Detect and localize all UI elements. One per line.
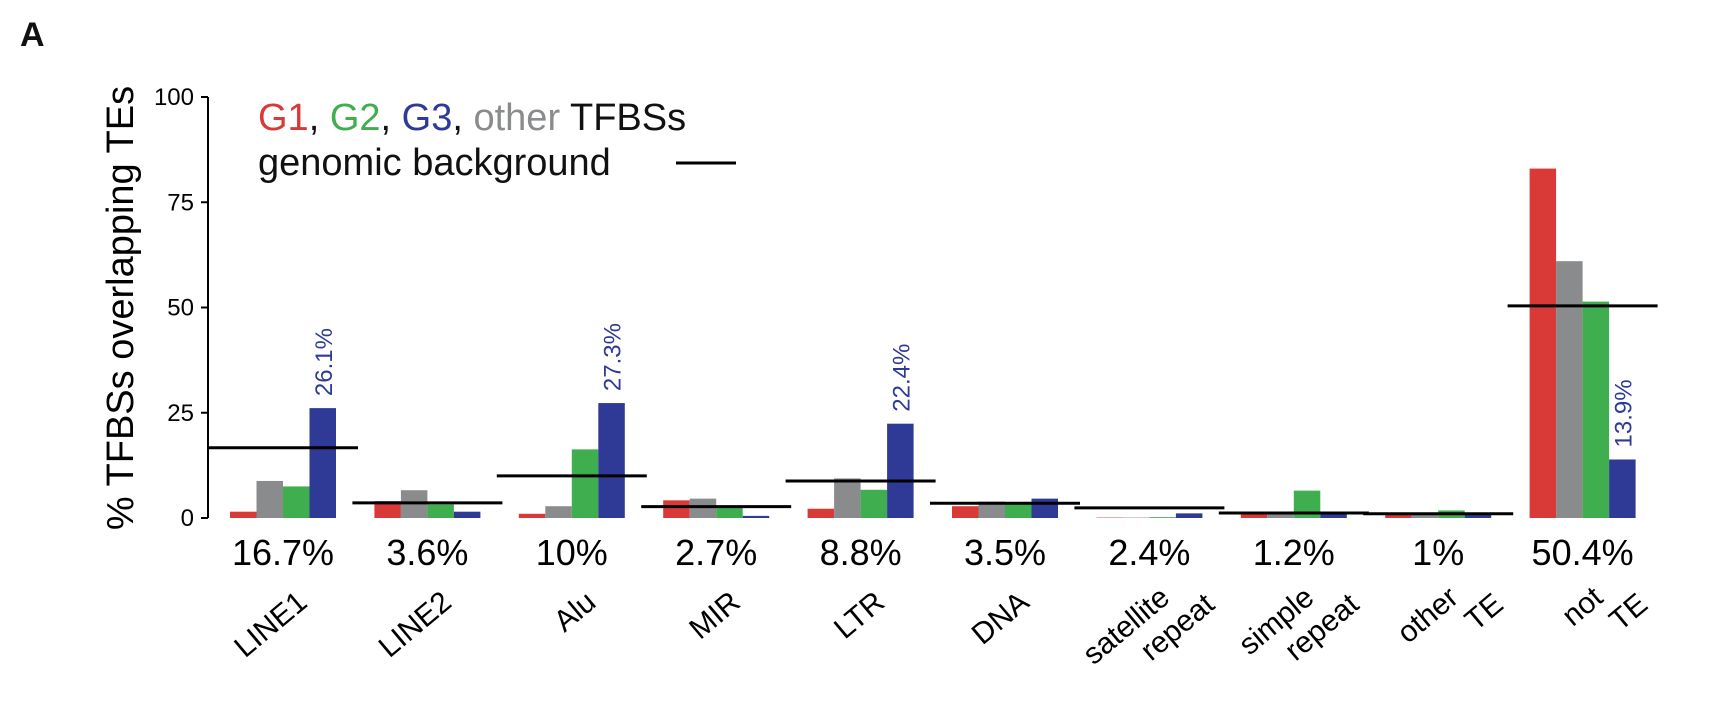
background-percent-label: 3.6% bbox=[386, 532, 468, 573]
category-label: notTE bbox=[1556, 561, 1654, 658]
category-label-line: LTR bbox=[828, 585, 891, 645]
bar-other bbox=[689, 498, 717, 518]
category-label-line: MIR bbox=[683, 585, 746, 646]
bar-g3 bbox=[309, 408, 336, 518]
bar-other bbox=[834, 478, 861, 518]
bar-other bbox=[1267, 512, 1294, 518]
bar-g3 bbox=[453, 511, 481, 518]
category-label: satelliterepeat bbox=[1077, 561, 1221, 697]
category-label-line: other bbox=[1391, 581, 1465, 650]
y-axis: 0 25 50 75 100 bbox=[154, 84, 209, 532]
bar-g3 bbox=[1320, 512, 1347, 518]
category-label: MIR bbox=[683, 585, 746, 646]
background-percent-label: 1% bbox=[1412, 532, 1464, 573]
y-tick-label: 100 bbox=[154, 84, 194, 111]
category-label-line: DNA bbox=[966, 585, 1036, 651]
bar-g3 bbox=[887, 423, 914, 518]
bar-g3 bbox=[1464, 513, 1492, 518]
legend-entry: , bbox=[381, 97, 402, 139]
category-label-line: LINE1 bbox=[228, 585, 313, 664]
y-tick-label: 75 bbox=[167, 189, 194, 216]
background-percent-label: 10% bbox=[536, 532, 608, 573]
category-label: LINE2 bbox=[373, 585, 458, 664]
category-label: LTR bbox=[828, 585, 891, 645]
background-labels: 16.7% 3.6% 10% 2.7% 8.8% 3.5% 2.4% 1.2% 1% 50.4% bbox=[232, 532, 1634, 573]
bar-g2 bbox=[571, 449, 599, 518]
bar-g1 bbox=[1529, 168, 1557, 518]
legend-entry: other bbox=[473, 97, 560, 139]
legend-series-line: G1, G2, G3, other TFBSs bbox=[258, 97, 686, 139]
category-label: DNA bbox=[966, 585, 1036, 651]
bar-g1 bbox=[1385, 514, 1412, 518]
bar-g2 bbox=[283, 486, 310, 518]
bar-other bbox=[1411, 513, 1439, 518]
legend-entry: G1 bbox=[258, 97, 309, 139]
category-label: Alu bbox=[548, 585, 602, 638]
bar-g2 bbox=[860, 489, 888, 518]
bar-annotation: 26.1% bbox=[311, 328, 338, 396]
y-tick-label: 0 bbox=[181, 505, 194, 532]
bar-g3 bbox=[742, 515, 770, 518]
bar-g1 bbox=[230, 511, 257, 518]
bar-g2 bbox=[1005, 504, 1032, 518]
bar-g3 bbox=[1175, 513, 1203, 518]
background-percent-label: 16.7% bbox=[232, 532, 334, 573]
background-percent-label: 2.4% bbox=[1108, 532, 1190, 573]
bar-other bbox=[1556, 261, 1583, 518]
panel-label: A bbox=[20, 16, 45, 54]
y-tick-label: 25 bbox=[167, 400, 194, 427]
category-label: simplerepeat bbox=[1233, 561, 1366, 688]
bars bbox=[230, 168, 1636, 518]
category-label: LINE1 bbox=[228, 585, 313, 664]
legend-entry: , bbox=[452, 97, 473, 139]
background-percent-label: 3.5% bbox=[964, 532, 1046, 573]
bar-annotation: 27.3% bbox=[600, 323, 627, 391]
category-labels: LINE1 LINE2 Alu MIR LTR DNA satelliterepeat sim… bbox=[228, 561, 1654, 697]
background-percent-label: 1.2% bbox=[1253, 532, 1335, 573]
category-label-line: TE bbox=[1459, 587, 1510, 637]
legend-background-label: genomic background bbox=[258, 142, 611, 184]
bar-g1 bbox=[374, 501, 401, 518]
bar-g2 bbox=[427, 504, 454, 518]
bar-g3 bbox=[1609, 459, 1636, 518]
bar-annotation: 22.4% bbox=[888, 344, 915, 412]
bar-g1 bbox=[807, 508, 835, 518]
y-axis-label: % TFBSs overlapping TEs bbox=[100, 86, 142, 530]
bar-annotation: 13.9% bbox=[1610, 379, 1637, 447]
bar-g1 bbox=[952, 506, 979, 518]
bar-g3 bbox=[1031, 498, 1058, 518]
bar-g1 bbox=[518, 513, 546, 518]
bar-g2 bbox=[716, 507, 743, 518]
bar-g2 bbox=[1149, 517, 1176, 518]
category-label-line: not bbox=[1556, 580, 1610, 633]
bar-g1 bbox=[663, 500, 690, 518]
category-label: otherTE bbox=[1391, 561, 1509, 676]
bar-g1 bbox=[1240, 513, 1268, 518]
bar-g2 bbox=[1582, 301, 1610, 518]
category-label-line: TE bbox=[1603, 587, 1654, 637]
background-lines bbox=[208, 304, 1658, 516]
legend-entry: , bbox=[309, 97, 330, 139]
background-percent-label: 8.8% bbox=[820, 532, 902, 573]
category-label-line: LINE2 bbox=[373, 585, 458, 664]
bar-other bbox=[545, 506, 572, 518]
bar-other bbox=[978, 501, 1005, 518]
legend-entry: G3 bbox=[402, 97, 453, 139]
legend-entry: TFBSs bbox=[560, 97, 686, 139]
background-percent-label: 2.7% bbox=[675, 532, 757, 573]
bar-annotations: 26.1% 27.3% 22.4% 13.9% bbox=[311, 323, 1638, 447]
y-tick-label: 50 bbox=[167, 295, 194, 322]
bar-g3 bbox=[598, 403, 625, 518]
bar-other bbox=[256, 480, 283, 518]
category-label-line: Alu bbox=[548, 585, 602, 638]
legend-entry: G2 bbox=[330, 97, 381, 139]
background-percent-label: 50.4% bbox=[1532, 532, 1634, 573]
